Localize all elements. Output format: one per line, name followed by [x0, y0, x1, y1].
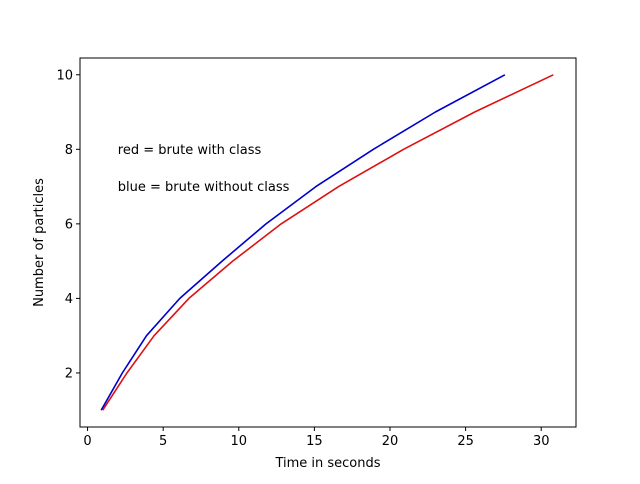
y-axis-label: Number of particles [32, 178, 47, 307]
y-tick-label: 6 [65, 217, 73, 232]
x-tick-label: 30 [533, 434, 550, 449]
x-tick-label: 15 [306, 434, 323, 449]
y-tick-label: 4 [65, 292, 73, 307]
x-tick-label: 5 [159, 434, 167, 449]
plot-area-frame [79, 57, 577, 428]
x-tick-label: 0 [83, 434, 91, 449]
ticks-layer: 0 5 10 15 20 25 30 2 4 6 8 10 [56, 68, 549, 449]
series-line-1 [102, 74, 554, 411]
x-axis-label: Time in seconds [274, 456, 380, 471]
x-tick-label: 10 [231, 434, 248, 449]
x-tick-label: 25 [457, 434, 474, 449]
y-tick-label: 10 [56, 68, 73, 83]
annotation-text: blue = brute without class [118, 180, 290, 195]
y-tick-label: 2 [65, 366, 73, 381]
series-line-0 [100, 74, 506, 411]
annotation-layer: red = brute with class blue = brute witho… [118, 143, 290, 195]
y-tick-label: 8 [65, 143, 73, 158]
annotation-text: red = brute with class [118, 143, 262, 158]
series-layer [100, 74, 554, 411]
x-tick-label: 20 [382, 434, 399, 449]
